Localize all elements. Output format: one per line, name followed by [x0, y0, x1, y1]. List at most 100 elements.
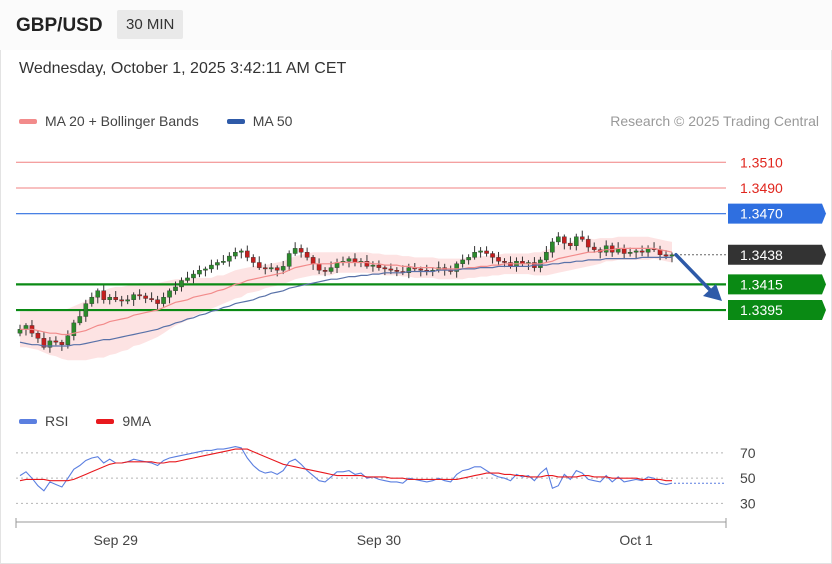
candle-body: [227, 255, 232, 262]
candle-body: [562, 236, 567, 244]
datetime-label: Wednesday, October 1, 2025 3:42:11 AM CE…: [19, 60, 347, 77]
candle-body: [502, 261, 507, 263]
candle-body: [579, 236, 585, 240]
candle-body: [149, 298, 154, 300]
candle-body: [221, 261, 226, 263]
candle-body: [113, 296, 119, 300]
rsi-9ma-line: [19, 448, 672, 482]
level-label-2: 1.3470: [740, 206, 783, 222]
candle-body: [364, 261, 370, 267]
candle-body: [53, 340, 59, 343]
legend-label-rsi: RSI: [45, 413, 69, 429]
candle-body: [191, 273, 196, 279]
candle-body: [328, 267, 334, 272]
candle-body: [71, 322, 77, 336]
candle-body: [137, 294, 142, 297]
candle-body: [556, 236, 561, 243]
candle-body: [346, 258, 352, 262]
candle-body: [83, 303, 89, 317]
candle-body: [621, 248, 627, 254]
candle-body: [603, 245, 609, 253]
candle-body: [173, 286, 178, 291]
candle-body: [591, 246, 597, 250]
forecast-arrow-shaft: [674, 253, 714, 294]
candle-body: [268, 267, 274, 270]
rsi-tick-label-1: 50: [740, 470, 756, 486]
candle-body: [274, 267, 280, 271]
candle-body: [585, 239, 591, 248]
candle-body: [466, 257, 471, 261]
candle-body: [550, 241, 555, 253]
legend-swatch-rsi: [19, 418, 37, 424]
candle-body: [209, 264, 214, 270]
candle-body: [280, 266, 286, 271]
candle-body: [663, 254, 669, 257]
candle-body: [89, 296, 95, 304]
bollinger-band: [20, 236, 672, 361]
candle-body: [125, 299, 130, 302]
candle-body: [568, 243, 573, 246]
candle-body: [131, 294, 136, 300]
symbol-title: GBP/USD: [16, 15, 103, 36]
candle-body: [179, 280, 184, 288]
level-tag-bg-3: [728, 244, 826, 265]
candle-body: [418, 268, 424, 271]
rsi-tick-label-0: 70: [740, 445, 756, 461]
candle-body: [544, 252, 549, 261]
candle-body: [35, 332, 41, 339]
candle-body: [574, 236, 579, 246]
candle-body: [101, 290, 107, 300]
candle-body: [245, 250, 250, 258]
candle-body: [508, 262, 513, 267]
candle-body: [298, 248, 304, 253]
main-legend: MA 20 + Bollinger Bands MA 50: [19, 113, 292, 129]
candle-body: [310, 257, 316, 264]
x-tick-label-0: Sep 29: [94, 532, 139, 548]
level-label-5: 1.3395: [740, 302, 783, 318]
candle-body: [460, 259, 465, 264]
candle-body: [304, 252, 310, 258]
candle-body: [250, 257, 256, 263]
candle-body: [292, 248, 298, 254]
candle-body: [406, 267, 412, 273]
candle-body: [65, 335, 71, 345]
candle-body: [394, 270, 400, 272]
forecast-arrow-head: [703, 284, 722, 301]
rsi-legend: RSI 9MA: [19, 413, 151, 429]
candle-body: [155, 299, 160, 304]
candle-body: [203, 268, 208, 271]
candle-body: [627, 252, 633, 254]
level-label-1: 1.3490: [740, 180, 783, 196]
rsi-tick-label-2: 30: [740, 495, 756, 511]
timeframe-button[interactable]: 30 MIN: [117, 10, 184, 39]
candle-body: [161, 296, 166, 304]
candle-body: [119, 299, 124, 302]
level-tag-bg-5: [728, 300, 826, 321]
level-tag-bg-4: [728, 274, 826, 295]
candle-body: [316, 263, 322, 271]
ma50-line: [19, 256, 672, 347]
ma20-line: [20, 247, 673, 336]
candle-body: [286, 253, 292, 267]
candle-body: [185, 277, 190, 281]
x-tick-label-2: Oct 1: [619, 532, 653, 548]
candle-body: [215, 262, 220, 266]
candle-body: [496, 257, 501, 262]
candle-body: [233, 252, 238, 257]
candle-body: [478, 250, 483, 253]
candle-body: [17, 329, 23, 334]
level-label-4: 1.3415: [740, 276, 783, 292]
level-tag-bg-2: [728, 203, 826, 224]
candle-body: [633, 250, 639, 253]
candle-body: [143, 295, 148, 299]
chart-header: GBP/USD 30 MIN: [0, 0, 832, 50]
candle-body: [95, 290, 101, 298]
legend-label-9ma: 9MA: [122, 413, 152, 429]
legend-swatch-ma20: [19, 118, 37, 124]
candle-body: [376, 264, 382, 268]
candle-body: [490, 253, 495, 258]
candle-body: [322, 270, 328, 272]
candle-body: [239, 250, 244, 253]
legend-label-ma20: MA 20 + Bollinger Bands: [45, 113, 199, 129]
